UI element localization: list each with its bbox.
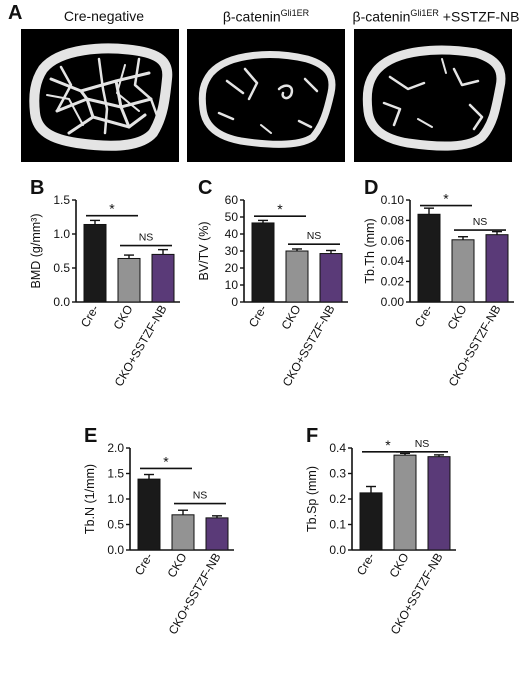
significance-label: * xyxy=(385,437,391,453)
y-axis-label: Tb.Th (mm) xyxy=(363,218,377,283)
bar xyxy=(417,213,441,303)
bone-render xyxy=(198,51,336,148)
bar xyxy=(83,223,107,303)
y-axis-label: BV/TV (%) xyxy=(197,221,211,280)
bar xyxy=(451,239,475,303)
y-tick-label: 0.10 xyxy=(381,193,405,207)
significance-label: * xyxy=(163,453,169,469)
bar xyxy=(137,478,161,551)
image-title-b-catenin-gli1er-sstzf: β-cateninGli1ER +SSTZF-NB xyxy=(352,8,520,25)
x-tick-label: Cre- xyxy=(354,551,378,578)
y-axis-label: Tb.N (1/mm) xyxy=(83,464,97,534)
x-tick-label: CKO xyxy=(110,303,135,333)
y-tick-label: 40 xyxy=(225,227,239,241)
ct-image-cre-negative xyxy=(21,29,179,162)
y-tick-label: 0.4 xyxy=(329,441,346,455)
y-tick-label: 0.00 xyxy=(381,295,405,309)
y-tick-label: 0.1 xyxy=(329,518,346,532)
panel-label: D xyxy=(364,177,378,199)
bar xyxy=(171,514,195,551)
y-tick-label: 0.04 xyxy=(381,254,405,268)
significance-label: NS xyxy=(473,216,488,228)
bar xyxy=(427,456,451,551)
y-tick-label: 0.08 xyxy=(381,213,405,227)
significance-label: * xyxy=(443,191,449,207)
y-tick-label: 0.3 xyxy=(329,467,346,481)
ct-image-b-catenin-gli1er-sstzf-nb xyxy=(354,29,512,162)
image-title-text: β-catenin xyxy=(352,8,411,25)
chart-tb-sp: F0.00.10.20.30.4Tb.Sp (mm)Cre- CKOCKO+SST… xyxy=(305,425,456,637)
image-title-text: β-catenin xyxy=(222,8,281,25)
y-tick-label: 0.5 xyxy=(53,261,70,275)
x-tick-label: CKO xyxy=(164,551,189,581)
bar xyxy=(117,257,141,303)
y-tick-label: 50 xyxy=(225,210,239,224)
y-axis-label: BMD (g/mm³) xyxy=(29,214,43,289)
y-tick-label: 10 xyxy=(225,278,239,292)
significance-label: * xyxy=(109,201,115,217)
y-tick-label: 0.5 xyxy=(107,518,124,532)
y-tick-label: 0.0 xyxy=(329,543,346,557)
image-title-text: Cre-negative xyxy=(63,8,145,24)
y-tick-label: 30 xyxy=(225,244,239,258)
y-tick-label: 0.0 xyxy=(107,543,124,557)
y-tick-label: 1.5 xyxy=(53,193,70,207)
y-tick-label: 0.06 xyxy=(381,234,405,248)
image-title-suffix: +SSTZF-NB xyxy=(438,8,520,25)
bar xyxy=(285,250,309,303)
significance-label: NS xyxy=(193,490,208,502)
significance-label: NS xyxy=(415,438,430,450)
y-tick-label: 0.02 xyxy=(381,275,405,289)
significance-label: NS xyxy=(139,232,154,244)
chart-tb-th: D 0.00 0.02 0.04 0.06 0.08 0.10 Tb.Th (mm) Cre- C… xyxy=(363,177,514,389)
image-title-cre-negative: Cre-negative xyxy=(28,8,180,24)
y-tick-label: 1.0 xyxy=(107,492,124,506)
y-tick-label: 60 xyxy=(225,193,239,207)
y-tick-label: 1.0 xyxy=(53,227,70,241)
chart-tb-n: E0.00.51.01.52.0Tb.N (1/mm)Cre- CKOCKO+SS… xyxy=(83,425,234,637)
panel-label: B xyxy=(30,177,44,199)
y-tick-label: 0 xyxy=(231,295,238,309)
bar xyxy=(393,454,417,551)
x-tick-label: Cre- xyxy=(412,303,436,330)
bar xyxy=(359,492,383,551)
image-title-superscript: Gli1ER xyxy=(410,8,439,18)
y-axis-label: Tb.Sp (mm) xyxy=(305,466,319,532)
panel-label: C xyxy=(198,177,212,199)
x-tick-label: Cre- xyxy=(78,303,102,330)
ct-image-b-catenin-gli1er xyxy=(187,29,345,162)
panel-label: F xyxy=(306,425,318,447)
bone-render xyxy=(362,45,506,151)
y-tick-label: 1.5 xyxy=(107,467,124,481)
bar xyxy=(485,234,509,303)
panel-label-a: A xyxy=(8,2,23,24)
bar xyxy=(319,253,343,303)
image-title-superscript: Gli1ER xyxy=(280,8,310,18)
x-tick-label: CKO xyxy=(278,303,303,333)
y-tick-label: 0.2 xyxy=(329,492,346,506)
y-tick-label: 2.0 xyxy=(107,441,124,455)
y-tick-label: 20 xyxy=(225,261,239,275)
bone-render xyxy=(29,43,173,151)
x-tick-label: CKO xyxy=(386,551,411,581)
significance-label: NS xyxy=(307,230,322,242)
bar xyxy=(251,222,275,303)
panel-label: E xyxy=(84,425,97,447)
x-tick-label: CKO xyxy=(444,303,469,333)
significance-label: * xyxy=(277,201,283,217)
x-tick-label: Cre- xyxy=(246,303,270,330)
y-tick-label: 0.0 xyxy=(53,295,70,309)
image-title-b-catenin-gli1er: β-cateninGli1ER xyxy=(188,8,344,25)
x-tick-label: Cre- xyxy=(132,551,156,578)
bar xyxy=(205,517,229,551)
bar xyxy=(151,253,175,303)
